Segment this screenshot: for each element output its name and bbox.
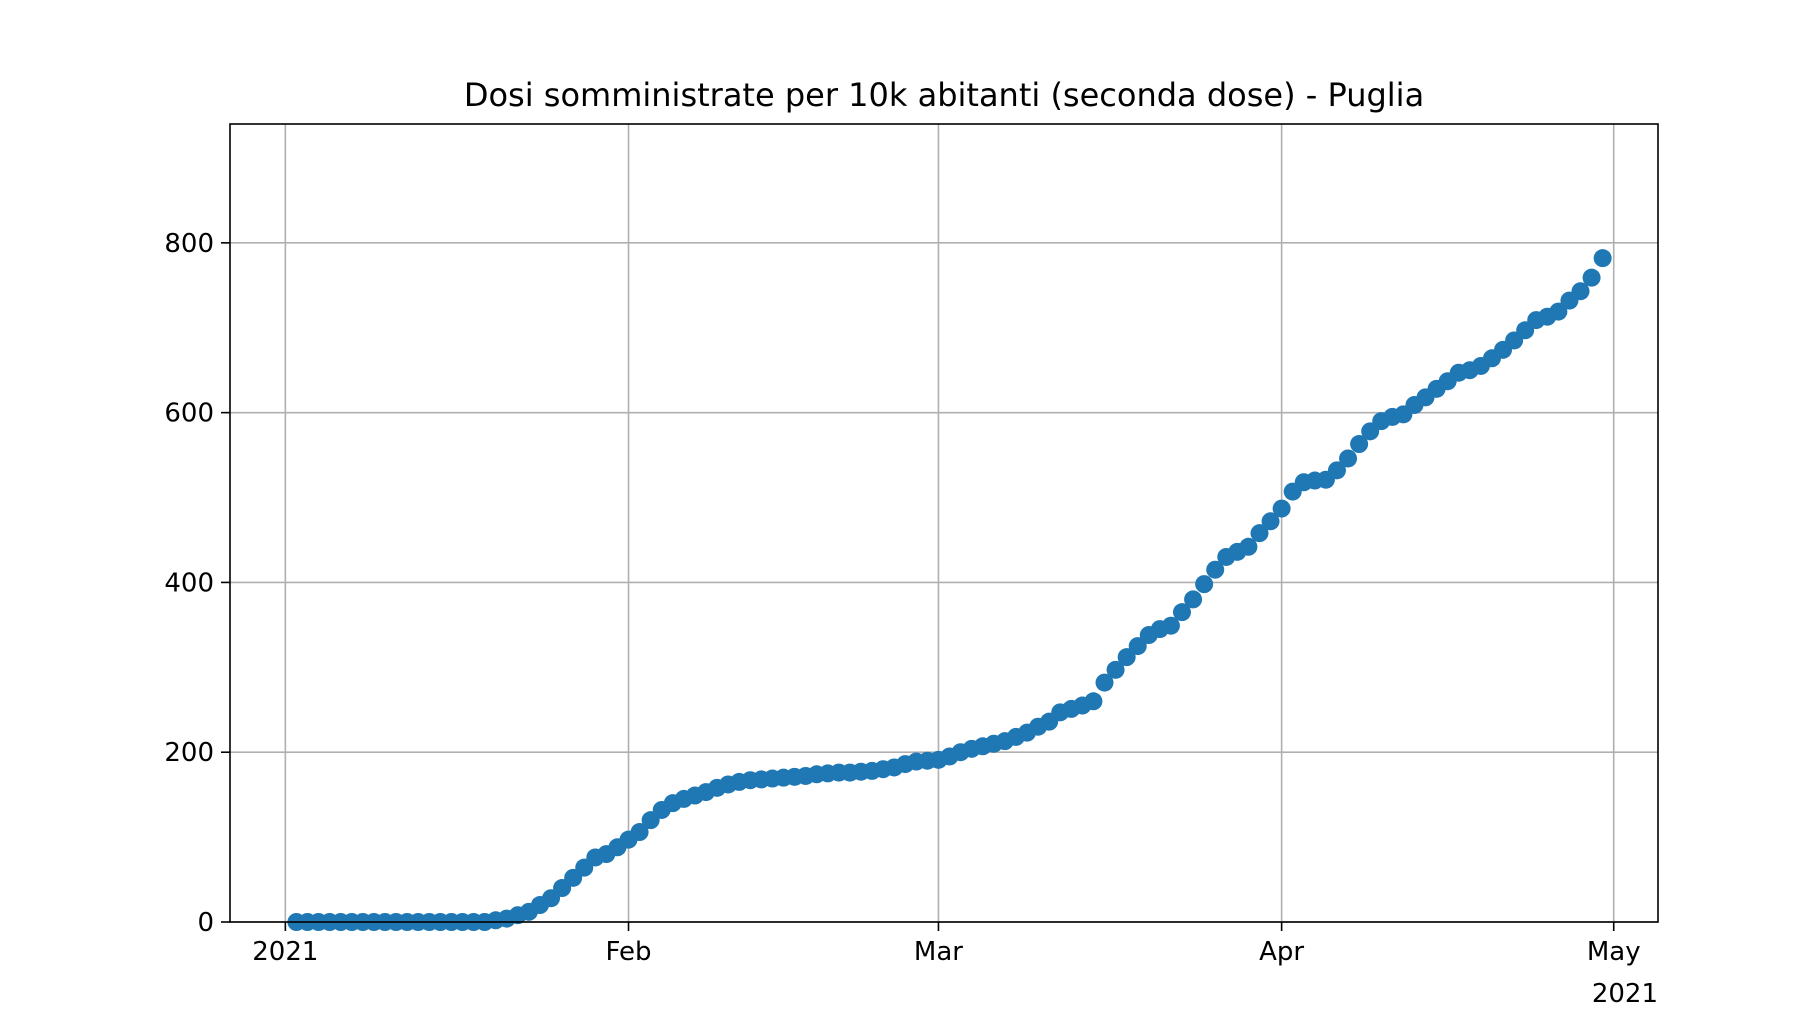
y-tick-label: 800 (164, 229, 214, 259)
x-axis-offset-label: 2021 (1592, 979, 1658, 1009)
x-tick-label: 2021 (252, 937, 318, 967)
x-axis: 2021 Feb Mar Apr May (252, 922, 1641, 967)
y-tick-label: 400 (164, 568, 214, 598)
data-point (1173, 603, 1191, 622)
data-point (1549, 302, 1568, 321)
data-point (1117, 648, 1136, 667)
data-point (1084, 692, 1103, 711)
data-series (287, 249, 1612, 931)
data-point (1195, 575, 1214, 594)
data-point (1128, 637, 1147, 656)
x-tick-label: May (1587, 937, 1641, 967)
grid (230, 124, 1658, 923)
data-point (1239, 537, 1258, 556)
data-point (1161, 616, 1180, 635)
data-point (1184, 590, 1203, 609)
y-axis: 0 200 400 600 800 (164, 229, 230, 938)
x-tick-label: Feb (605, 937, 651, 967)
data-point (1327, 461, 1346, 480)
data-point (1571, 282, 1590, 301)
chart-title: Dosi somministrate per 10k abitanti (sec… (464, 76, 1424, 114)
data-point (1250, 524, 1269, 543)
y-tick-label: 600 (164, 399, 214, 429)
data-point (1582, 268, 1601, 287)
data-point (1339, 449, 1358, 468)
x-tick-label: Mar (914, 937, 963, 967)
data-point (1272, 499, 1291, 518)
y-tick-label: 200 (164, 738, 214, 768)
data-point (630, 823, 649, 842)
data-point (1106, 660, 1125, 679)
x-tick-label: Apr (1259, 937, 1304, 967)
data-point (1206, 560, 1225, 579)
data-point (1261, 512, 1280, 531)
data-point (1593, 249, 1612, 268)
data-point (1350, 435, 1369, 454)
data-point (1095, 673, 1114, 692)
plot-frame (229, 123, 1659, 923)
y-tick-label: 0 (197, 908, 214, 938)
